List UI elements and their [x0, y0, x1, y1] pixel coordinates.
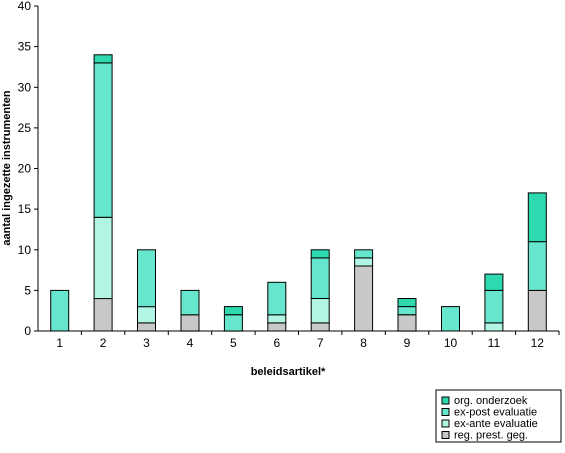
legend-frame: [435, 389, 562, 443]
legend-swatch: [441, 396, 450, 405]
x-tick-label: 6: [273, 336, 280, 350]
x-tick-label: 12: [531, 336, 545, 350]
y-tick-label: 40: [18, 0, 32, 13]
bar-segment: [93, 216, 113, 300]
bar-segment: [441, 306, 460, 332]
x-tick-label: 11: [488, 336, 501, 350]
x-tick-label: 8: [360, 336, 367, 350]
y-tick-label: 30: [18, 80, 32, 94]
bar-segment: [137, 322, 156, 332]
y-tick-label: 35: [18, 40, 32, 54]
x-tick-label: 5: [230, 336, 237, 350]
y-tick-label: 10: [18, 243, 32, 257]
bar-segment: [527, 241, 547, 291]
bar-segment: [137, 306, 156, 324]
x-axis-title: beleidsartikel*: [251, 366, 326, 378]
bar-segment: [267, 314, 287, 324]
bar-segment: [527, 192, 547, 243]
bar-segment: [180, 289, 200, 316]
bar-segment: [223, 314, 243, 332]
legend-swatch: [441, 419, 450, 428]
bar-segment: [50, 289, 70, 332]
y-tick-label: 15: [18, 202, 32, 216]
plot-area: [50, 54, 547, 332]
bar-segment: [310, 298, 330, 324]
x-tick-label: 1: [56, 336, 63, 350]
y-tick-label: 0: [24, 324, 31, 338]
bar-segment: [354, 257, 374, 267]
bar-segment: [93, 298, 113, 332]
bar-segment: [137, 249, 156, 308]
bar-segment: [223, 306, 243, 316]
bar-segment: [354, 249, 374, 259]
bar-segment: [484, 289, 504, 324]
x-tick-label: 3: [143, 336, 150, 350]
bar-segment: [267, 281, 287, 316]
legend-swatch: [441, 408, 450, 416]
legend-label: ex-post evaluatie: [454, 407, 537, 419]
bar-segment: [310, 322, 330, 332]
bar-segment: [180, 314, 200, 332]
bar-segment: [484, 273, 504, 291]
y-tick-label: 25: [18, 121, 32, 135]
legend-label: org. onderzoek: [454, 395, 528, 407]
bar-segment: [397, 314, 417, 332]
bar-segment: [397, 298, 417, 308]
bar-segment: [93, 54, 113, 64]
x-tick-label: 9: [404, 336, 411, 350]
bar-segment: [527, 289, 547, 332]
x-tick-label: 4: [187, 336, 194, 350]
y-tick-label: 20: [18, 162, 32, 176]
x-tick-label: 7: [317, 336, 324, 350]
legend-swatch: [441, 431, 450, 439]
bar-segment: [310, 249, 330, 259]
bar-segment: [310, 257, 330, 299]
bar-segment: [484, 322, 504, 332]
legend-label: reg. prest. geg.: [454, 430, 528, 442]
bar-segment: [397, 306, 417, 316]
bar-segment: [93, 62, 113, 218]
x-tick-label: 2: [100, 336, 107, 350]
legend-label: ex-ante evaluatie: [454, 418, 538, 430]
bar-segment: [354, 265, 374, 332]
y-tick-label: 5: [24, 283, 31, 297]
bar-segment: [267, 322, 287, 332]
x-tick-label: 10: [444, 336, 458, 350]
y-axis-title: aantal ingezette instrumenten: [1, 90, 13, 246]
